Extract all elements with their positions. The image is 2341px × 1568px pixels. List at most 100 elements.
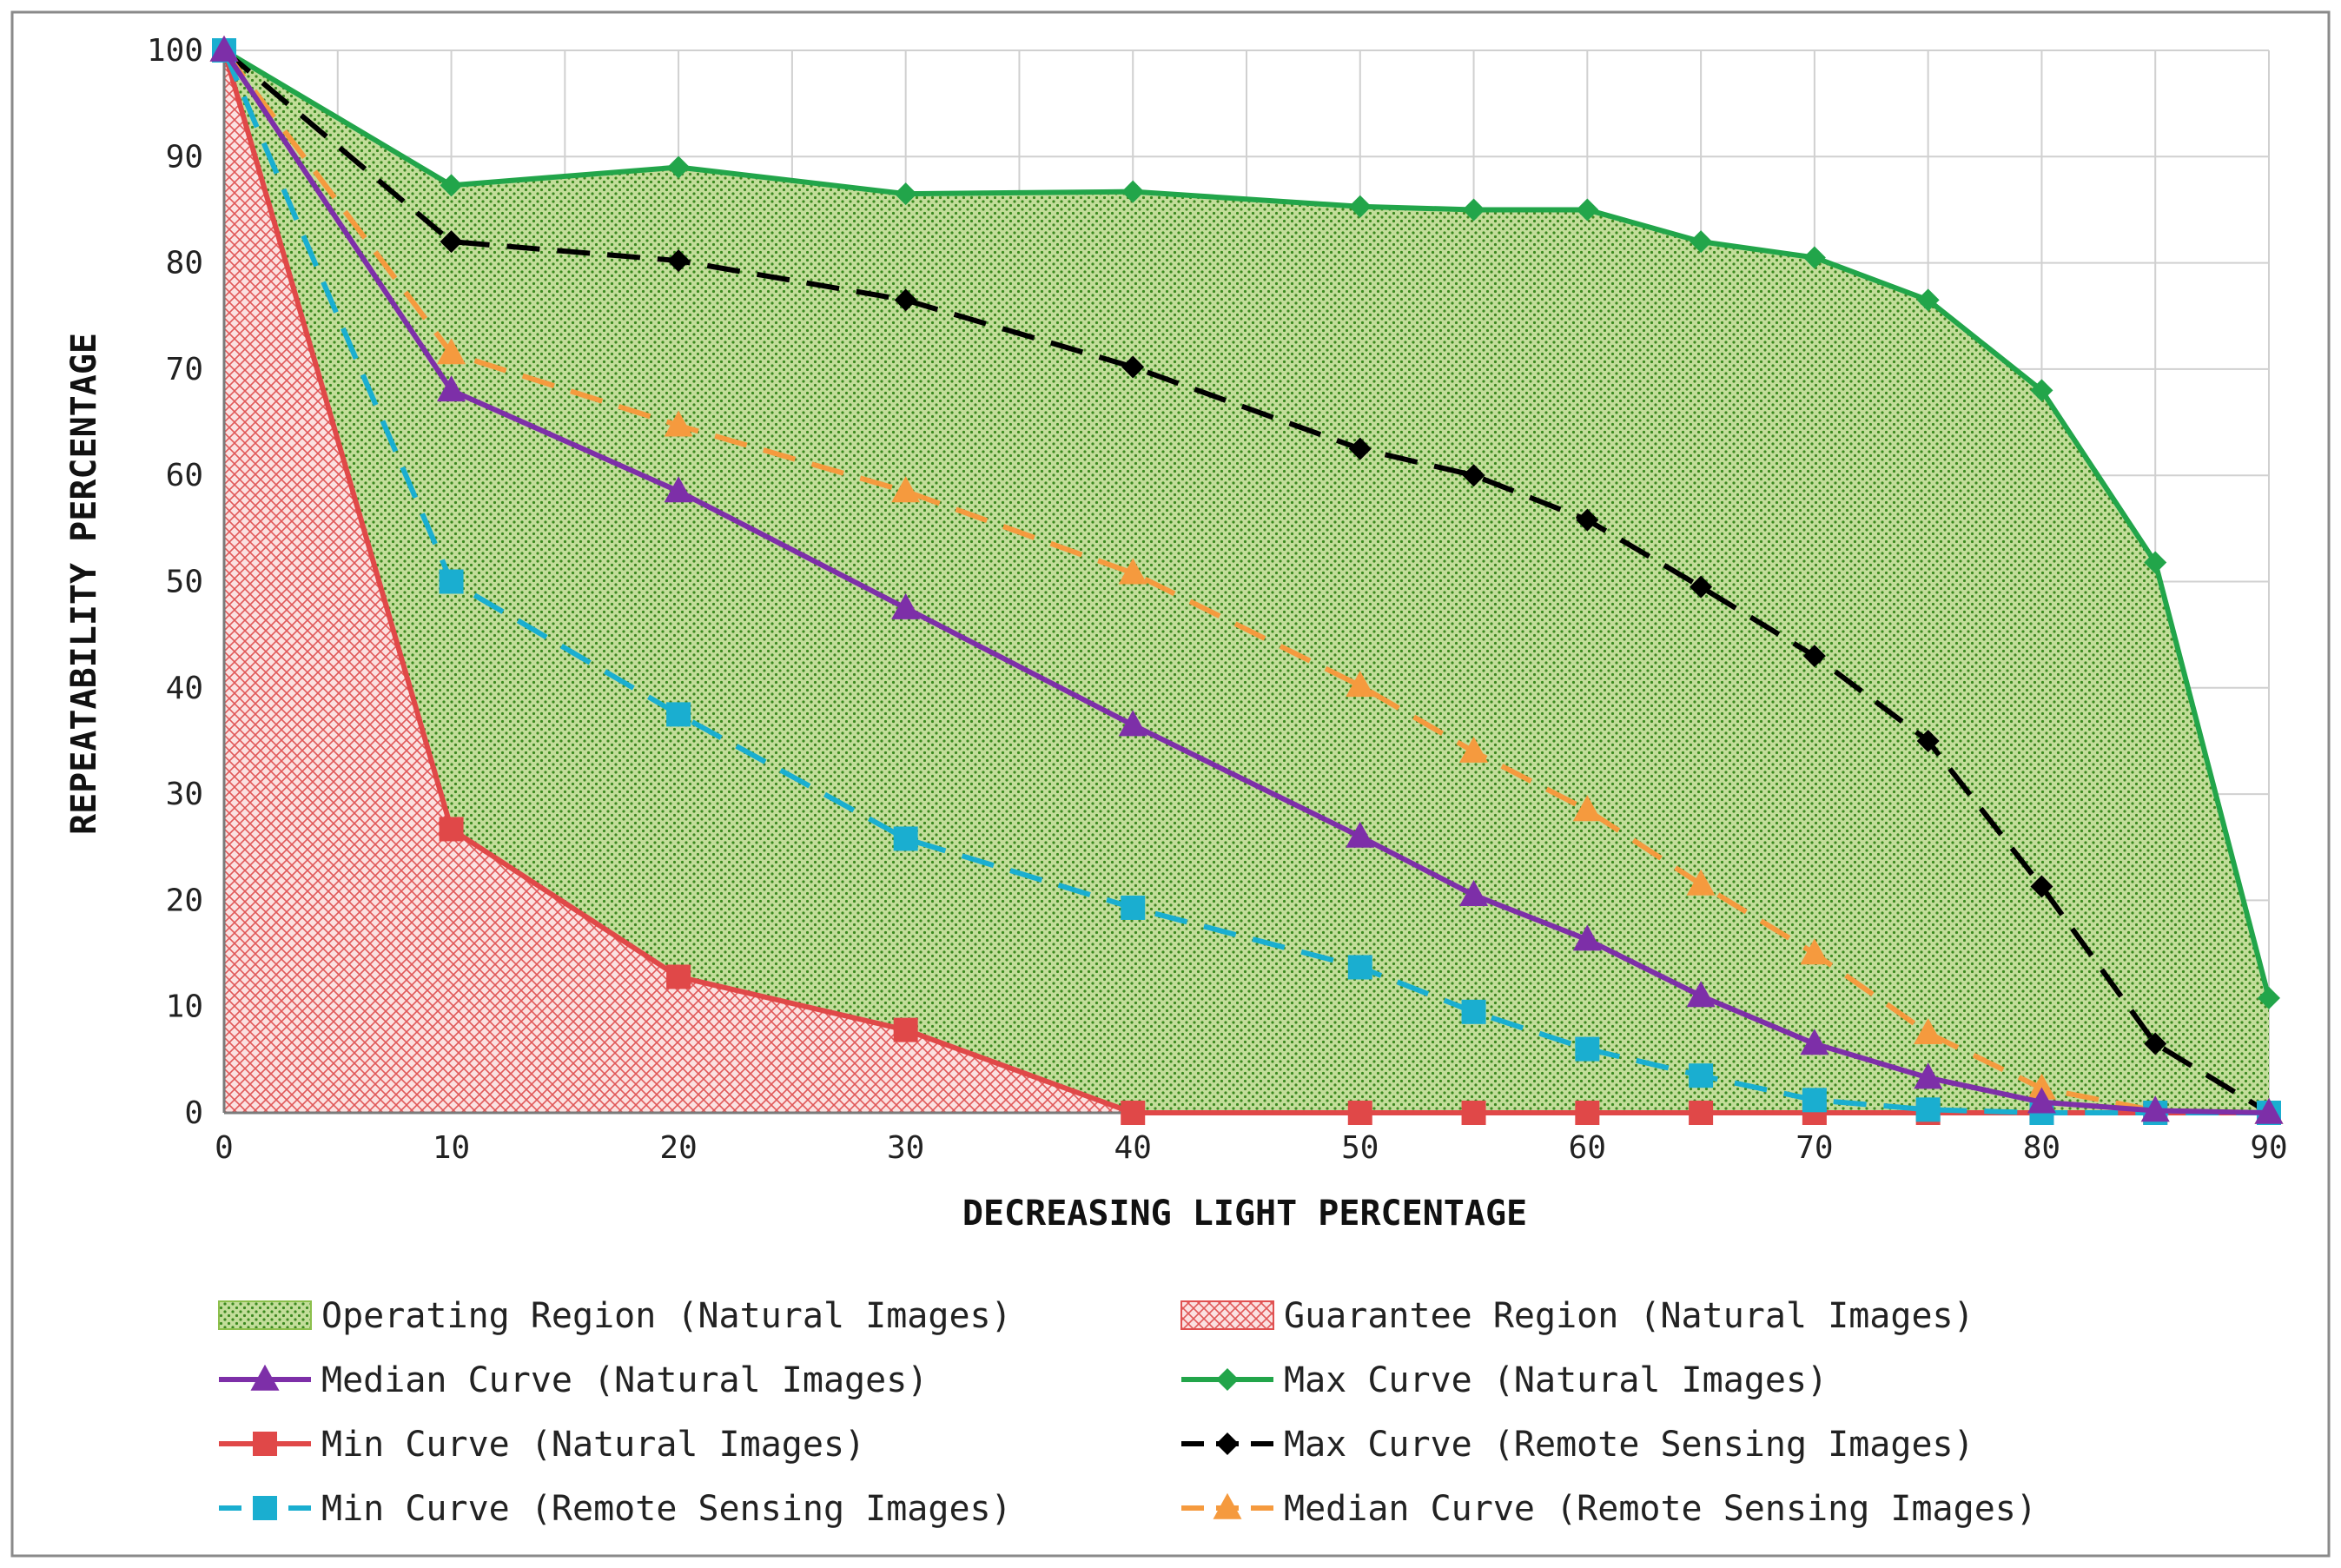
data-point: [1462, 198, 1485, 222]
data-point: [1802, 645, 1826, 668]
data-point: [439, 569, 464, 594]
data-point: [1690, 230, 1713, 254]
legend-item: Min Curve (Natural Images): [219, 1425, 865, 1465]
data-point: [1346, 671, 1375, 698]
data-point: [664, 476, 693, 503]
data-point: [440, 230, 463, 254]
data-point: [209, 35, 239, 62]
legend-label: Operating Region (Natural Images): [321, 1296, 1012, 1336]
legend-label: Median Curve (Natural Images): [321, 1360, 928, 1400]
data-point: [1575, 1036, 1600, 1062]
x-tick-label: 90: [2250, 1130, 2287, 1166]
data-point: [1576, 508, 1599, 532]
data-point: [1800, 1029, 1829, 1055]
x-tick-label: 30: [887, 1130, 924, 1166]
y-tick-label: 80: [166, 246, 203, 281]
legend-label: Guarantee Region (Natural Images): [1284, 1296, 1974, 1336]
y-tick-label: 30: [166, 777, 203, 812]
series-line: [222, 49, 2269, 1115]
y-tick-label: 50: [166, 565, 203, 600]
data-point: [1461, 1101, 1486, 1125]
legend-marker: [1216, 1368, 1239, 1391]
data-point: [1462, 464, 1485, 487]
data-point: [1690, 575, 1713, 599]
y-tick-label: 40: [166, 671, 203, 706]
data-point: [1802, 1088, 1827, 1113]
x-tick-label: 0: [215, 1130, 234, 1166]
data-point: [1686, 869, 1716, 896]
legend-marker: [250, 1364, 280, 1391]
data-point: [2030, 875, 2053, 898]
legend: Operating Region (Natural Images) Guarant…: [218, 1296, 2037, 1529]
series-line: [222, 50, 2269, 1115]
data-point: [893, 1017, 918, 1042]
region-area: [224, 50, 2269, 1113]
data-point: [2140, 1095, 2170, 1122]
series-median-curve-natural-images: [209, 35, 2284, 1124]
data-point: [894, 288, 917, 312]
series-line: [222, 49, 2270, 1115]
y-tick-label: 20: [166, 883, 203, 918]
x-tick-label: 10: [433, 1130, 470, 1166]
data-point: [1572, 924, 1602, 951]
legend-label: Min Curve (Natural Images): [321, 1425, 865, 1465]
data-point: [2254, 1097, 2284, 1124]
data-point: [439, 817, 464, 842]
data-point: [1348, 195, 1372, 218]
data-point: [1459, 736, 1489, 763]
x-axis-title: DECREASING LIGHT PERCENTAGE: [962, 1194, 1527, 1234]
legend-label: Max Curve (Natural Images): [1284, 1360, 1828, 1400]
data-point: [440, 174, 463, 197]
legend-item: Median Curve (Remote Sensing Images): [1181, 1489, 2037, 1529]
x-tick-label: 20: [659, 1130, 697, 1166]
data-point: [2144, 1032, 2167, 1055]
legend-item: Guarantee Region (Natural Images): [1180, 1296, 1974, 1336]
y-tick-label: 90: [166, 139, 203, 175]
x-tick-label: 60: [1569, 1130, 1606, 1166]
data-point: [1916, 729, 1940, 752]
x-tick-label: 50: [1341, 1130, 1379, 1166]
data-point: [1459, 880, 1489, 907]
legend-item: Operating Region (Natural Images): [218, 1296, 1012, 1336]
data-point: [666, 964, 691, 989]
legend-label: Min Curve (Remote Sensing Images): [321, 1489, 1012, 1529]
data-point: [1915, 1097, 1941, 1122]
legend-item: Max Curve (Natural Images): [1181, 1360, 1828, 1400]
y-axis-title: REPEATABILITY PERCENTAGE: [64, 333, 104, 835]
data-point: [666, 702, 691, 727]
data-point: [1914, 1018, 1943, 1045]
series-lines: [209, 35, 2284, 1125]
data-point: [1121, 180, 1145, 203]
data-point: [664, 410, 693, 437]
data-point: [1118, 710, 1147, 737]
region-area: [224, 50, 2269, 1113]
y-tick-label: 10: [166, 989, 203, 1025]
data-point: [1800, 938, 1829, 965]
data-point: [1121, 355, 1145, 379]
data-point: [1346, 821, 1375, 848]
data-point: [667, 249, 691, 273]
data-point: [437, 338, 466, 365]
x-tick-label: 70: [1795, 1130, 1833, 1166]
data-point: [1121, 895, 1146, 920]
legend-swatch: [218, 1300, 312, 1330]
y-tick-label: 60: [166, 458, 203, 493]
data-point: [1575, 1101, 1600, 1125]
data-point: [891, 476, 921, 503]
data-point: [1572, 795, 1602, 822]
y-tick-label: 100: [147, 33, 203, 69]
y-tick-label: 0: [184, 1095, 203, 1131]
data-point: [2030, 379, 2053, 402]
data-point: [667, 155, 691, 179]
data-point: [2258, 986, 2280, 1009]
legend-label: Median Curve (Remote Sensing Images): [1284, 1489, 2037, 1529]
data-point: [894, 182, 917, 206]
data-point: [1689, 1101, 1714, 1125]
legend-marker: [253, 1432, 277, 1456]
data-point: [2027, 1073, 2056, 1100]
series-line: [222, 48, 2272, 999]
series-line: [222, 49, 2270, 1115]
tick-labels: 0 10 20 30 40 50 60 70 80 90 0 10 20 30 40 50 60 70 80 90 10…: [147, 33, 2288, 1166]
data-point: [1916, 288, 1940, 312]
